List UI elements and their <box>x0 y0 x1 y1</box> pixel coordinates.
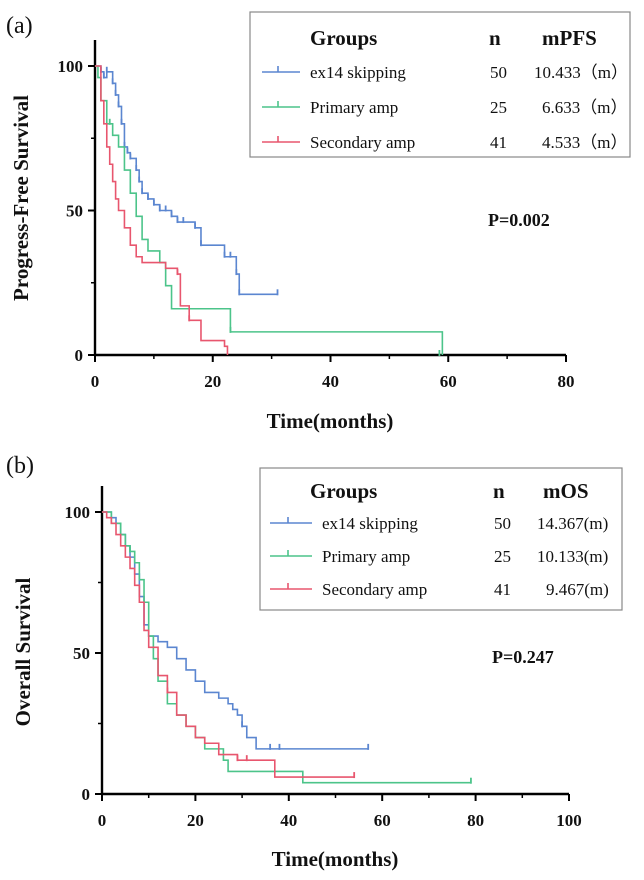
panel-a-y-tick-label: 50 <box>66 202 83 221</box>
panel-a-legend-row-secondary: Secondary amp 41 4.533（m） <box>262 133 627 152</box>
panel-b-legend-ex14-n: 50 <box>494 514 511 533</box>
panel-b-legend-ex14-stat: 14.367(m) <box>537 514 608 533</box>
panel-a-legend-ex14-stat: 10.433（m） <box>534 63 628 82</box>
panel-b-legend-row-ex14: ex14 skipping 50 14.367(m) <box>270 514 608 533</box>
panel-a-legend-header-n: n <box>489 26 501 50</box>
panel-b-legend-ex14-label: ex14 skipping <box>322 514 418 533</box>
panel-a-y-tick-label: 0 <box>75 346 84 365</box>
panel-a-label: (a) <box>6 13 33 39</box>
panel-b-legend-box <box>259 467 623 611</box>
panel-a-series-primary-line <box>95 65 444 355</box>
panel-a-legend-row-primary: Primary amp 25 6.633（m） <box>262 98 627 117</box>
panel-b-label: (b) <box>6 453 34 479</box>
panel-b-x-tick-label: 100 <box>556 811 582 830</box>
panel-b-y-tick-label: 0 <box>82 785 91 804</box>
panel-b-y-axis-title: Overall Survival <box>11 577 35 726</box>
panel-a-legend-secondary-stat: 4.533（m） <box>542 133 627 152</box>
panel-b-ticks: 0 20 40 60 80 100 0 50 100 <box>65 503 582 830</box>
panel-b-legend-secondary-n: 41 <box>494 580 511 599</box>
panel-b-series-secondary-line <box>102 511 355 778</box>
panel-b-legend-row-primary: Primary amp 25 10.133(m) <box>270 547 608 566</box>
panel-a-p-value: P=0.002 <box>488 210 550 230</box>
panel-b-legend-secondary-stat: 9.467(m) <box>546 580 609 599</box>
panel-a-legend-secondary-n: 41 <box>490 133 507 152</box>
panel-b-legend-header-groups: Groups <box>310 479 377 503</box>
panel-a-y-axis-title: Progress-Free Survival <box>9 95 33 301</box>
panel-a-x-tick-label: 20 <box>204 372 221 391</box>
panel-a-x-tick-label: 40 <box>322 372 339 391</box>
panel-a-x-tick-label: 60 <box>440 372 457 391</box>
panel-a-x-axis-title: Time(months) <box>267 409 394 433</box>
panel-b-legend-header-n: n <box>493 479 505 503</box>
panel-a-legend-ex14-n: 50 <box>490 63 507 82</box>
panel-a-x-tick-label: 80 <box>558 372 575 391</box>
panel-b-x-tick-label: 0 <box>98 811 107 830</box>
panel-a-legend-primary-n: 25 <box>490 98 507 117</box>
panel-b-legend-primary-stat: 10.133(m) <box>537 547 608 566</box>
panel-b-x-tick-label: 80 <box>467 811 484 830</box>
panel-a-legend-row-ex14: ex14 skipping 50 10.433（m） <box>262 63 628 82</box>
panel-b-x-axis-title: Time(months) <box>272 847 399 871</box>
panel-b-legend-secondary-label: Secondary amp <box>322 580 427 599</box>
panel-a-legend-secondary-label: Secondary amp <box>310 133 415 152</box>
panel-a-legend-primary-stat: 6.633（m） <box>542 98 627 117</box>
panel-b-y-tick-label: 50 <box>73 644 90 663</box>
panel-a-legend-header-groups: Groups <box>310 26 377 50</box>
panel-a-legend-box <box>249 11 631 158</box>
panel-a-series-ex14-line <box>95 65 278 296</box>
panel-a-legend-header-stat: mPFS <box>542 26 597 50</box>
panel-a-legend-primary-label: Primary amp <box>310 98 398 117</box>
panel-b-legend-row-secondary: Secondary amp 41 9.467(m) <box>270 580 609 599</box>
panel-b-x-tick-label: 40 <box>280 811 297 830</box>
panel-a: (a) 0 20 40 60 80 0 50 100 Time(months) Progres… <box>6 11 631 433</box>
panel-b-y-tick-label: 100 <box>65 503 91 522</box>
panel-b-legend-primary-n: 25 <box>494 547 511 566</box>
panel-b-x-tick-label: 60 <box>374 811 391 830</box>
panel-b-legend-header-stat: mOS <box>543 479 589 503</box>
panel-b-x-tick-label: 20 <box>187 811 204 830</box>
panel-b-p-value: P=0.247 <box>492 647 554 667</box>
panel-a-legend-ex14-label: ex14 skipping <box>310 63 406 82</box>
panel-b: (b) 0 20 40 60 80 100 0 50 100 Time(months) Over… <box>6 453 623 871</box>
panel-a-y-tick-label: 100 <box>58 57 84 76</box>
panel-a-x-tick-label: 0 <box>91 372 100 391</box>
panel-a-plot-area <box>93 40 566 357</box>
panel-b-legend-primary-label: Primary amp <box>322 547 410 566</box>
panel-a-ticks: 0 20 40 60 80 0 50 100 <box>58 57 575 391</box>
